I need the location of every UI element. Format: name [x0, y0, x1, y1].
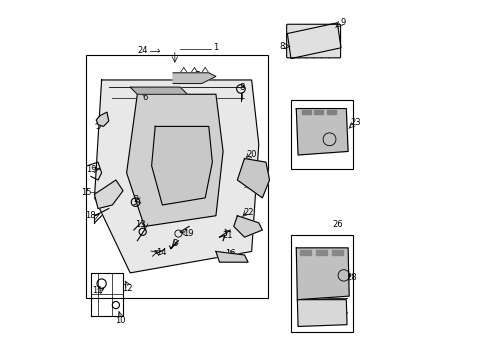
Polygon shape [173, 73, 216, 84]
Bar [290, 100, 353, 169]
Polygon shape [96, 112, 108, 126]
Bar [315, 250, 326, 255]
Text: 13: 13 [135, 220, 145, 229]
Text: 2: 2 [133, 195, 139, 204]
Bar [313, 110, 323, 114]
Polygon shape [237, 158, 269, 198]
Text: 19: 19 [183, 229, 193, 238]
Text: 8: 8 [239, 83, 244, 92]
Text: 6: 6 [142, 93, 148, 102]
Polygon shape [94, 180, 123, 208]
Text: 11: 11 [92, 286, 102, 295]
Text: 7: 7 [194, 71, 199, 80]
Text: 21: 21 [222, 231, 232, 240]
Text: 20: 20 [246, 150, 256, 159]
Bar [331, 250, 343, 255]
Text: 25: 25 [327, 142, 337, 151]
Bar [301, 110, 310, 114]
FancyBboxPatch shape [286, 24, 340, 58]
Bar [290, 235, 353, 332]
Text: 24: 24 [137, 46, 148, 55]
Bar [299, 250, 311, 255]
Text: 28: 28 [346, 273, 356, 282]
Polygon shape [287, 23, 340, 59]
Polygon shape [233, 216, 262, 237]
Text: 23: 23 [349, 118, 360, 127]
Text: 9: 9 [340, 18, 345, 27]
Text: 19: 19 [85, 165, 96, 174]
Text: 16: 16 [224, 249, 235, 258]
Polygon shape [296, 248, 348, 300]
Text: 10: 10 [115, 315, 125, 324]
Polygon shape [126, 94, 223, 226]
Text: 27: 27 [338, 312, 348, 321]
Text: 26: 26 [332, 220, 343, 229]
Text: 1: 1 [213, 43, 218, 52]
Text: 14: 14 [156, 248, 166, 257]
Polygon shape [130, 87, 187, 94]
Polygon shape [216, 251, 247, 262]
Text: 17: 17 [94, 193, 104, 202]
Polygon shape [151, 126, 212, 205]
Polygon shape [297, 300, 346, 327]
Bar [85, 55, 267, 298]
Text: 4: 4 [189, 135, 194, 144]
Text: 3: 3 [172, 239, 177, 248]
Polygon shape [296, 109, 347, 155]
Text: 22: 22 [243, 208, 254, 217]
Text: 15: 15 [81, 188, 92, 197]
Bar [326, 110, 335, 114]
Text: 5: 5 [96, 122, 101, 131]
Text: 8: 8 [279, 42, 285, 51]
Text: 12: 12 [122, 284, 133, 293]
Text: 18: 18 [85, 211, 95, 220]
Polygon shape [94, 80, 258, 273]
